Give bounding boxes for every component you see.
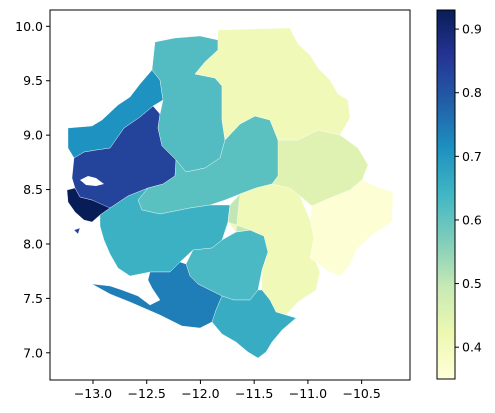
colorbar-tick-label: 0.5 xyxy=(462,276,482,291)
colorbar-tick-label: 0.8 xyxy=(462,85,482,100)
y-axis: 7.0 7.5 8.0 8.5 9.0 9.5 10.0 xyxy=(15,19,50,360)
y-tick-label: 8.5 xyxy=(23,182,43,197)
district-region xyxy=(194,27,351,141)
y-tick-label: 7.5 xyxy=(23,291,43,306)
district-region xyxy=(211,289,297,359)
plot-frame xyxy=(49,9,411,381)
colorbar-tick-label: 0.6 xyxy=(462,212,482,227)
colorbar-axis: 0.4 0.5 0.6 0.7 0.8 0.9 xyxy=(455,22,482,355)
x-tick-label: −11.0 xyxy=(289,386,327,401)
colorbar-frame xyxy=(436,9,456,380)
district-region xyxy=(309,179,394,277)
y-tick-label: 8.0 xyxy=(23,236,43,251)
district-region xyxy=(67,69,164,159)
estuary-inlet xyxy=(80,176,104,186)
y-tick-label: 9.5 xyxy=(23,73,43,88)
x-axis: −13.0 −12.5 −12.0 −11.5 −11.0 −10.5 xyxy=(74,380,381,401)
x-tick-label: −13.0 xyxy=(74,386,112,401)
district-region xyxy=(227,193,251,233)
colorbar-tick-label: 0.7 xyxy=(462,149,482,164)
x-tick-label: −12.0 xyxy=(181,386,219,401)
colorbar-tick-label: 0.9 xyxy=(462,22,482,37)
y-tick-label: 9.0 xyxy=(23,128,43,143)
colorbar xyxy=(437,10,455,379)
district-region xyxy=(91,261,223,329)
x-tick-label: −10.5 xyxy=(342,386,380,401)
colorbar-tick-label: 0.4 xyxy=(462,340,482,355)
y-tick-label: 10.0 xyxy=(15,19,43,34)
x-tick-label: −12.5 xyxy=(128,386,166,401)
x-tick-label: −11.5 xyxy=(235,386,273,401)
district-polygons xyxy=(66,27,394,359)
y-tick-label: 7.0 xyxy=(23,345,43,360)
